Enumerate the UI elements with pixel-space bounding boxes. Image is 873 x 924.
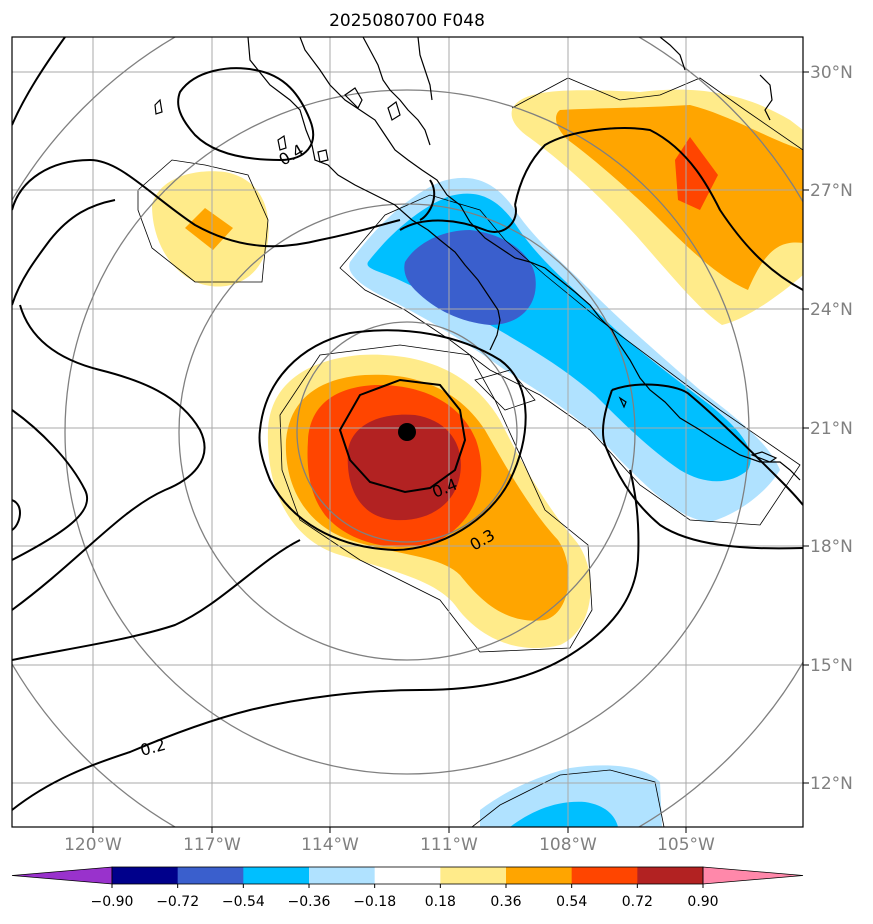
figure-title: 2025080700 F048: [329, 11, 485, 31]
colorbar-swatch: [637, 867, 704, 884]
lon-label: 111°W: [420, 835, 478, 855]
significance-outlines: [137, 77, 803, 827]
colorbar-swatch: [112, 867, 179, 884]
colorbar-tick-label: 0.72: [622, 894, 653, 910]
colorbar-swatch: [571, 867, 638, 884]
latlon-grid: [12, 37, 803, 827]
storm-center-marker: [398, 423, 416, 441]
colorbar-swatch: [309, 867, 376, 884]
lon-label: 117°W: [183, 835, 241, 855]
colorbar-extend-high: [702, 866, 804, 885]
colorbar-swatch: [440, 867, 507, 884]
range-rings: [12, 37, 803, 827]
colorbar-tick-label: −0.54: [222, 894, 265, 910]
lon-label: 114°W: [301, 835, 359, 855]
lat-label: 18°N: [810, 537, 853, 557]
colorbar-swatch: [243, 867, 310, 884]
lat-label: 12°N: [810, 774, 853, 794]
map-frame: [11, 36, 804, 828]
colorbar-swatch: [374, 867, 441, 884]
contour-lines: [12, 37, 803, 811]
lat-label: 24°N: [810, 300, 853, 320]
coastline: [154, 37, 801, 481]
colorbar-tick-label: −0.36: [288, 894, 331, 910]
lon-label: 105°W: [657, 835, 715, 855]
map-panel: 0.4 0.4 0.3 0.2: [12, 37, 803, 827]
colorbar-tick-label: 0.18: [425, 894, 456, 910]
colorbar: −0.90 −0.72 −0.54 −0.36 −0.18 0.18 0.36 0.54 0.7…: [11, 866, 804, 910]
lon-label: 120°W: [64, 835, 122, 855]
lat-label: 15°N: [810, 656, 853, 676]
longitude-labels: 120°W 117°W 114°W 111°W 108°W 105°W: [64, 827, 715, 855]
positive-shading: [152, 89, 803, 649]
colorbar-tick-label: 0.54: [556, 894, 587, 910]
lat-label: 30°N: [810, 63, 853, 83]
colorbar-tick-label: −0.72: [156, 894, 199, 910]
negative-shading: [349, 177, 780, 827]
colorbar-tick-label: −0.18: [353, 894, 396, 910]
lat-label: 27°N: [810, 181, 853, 201]
colorbar-tick-label: 0.36: [490, 894, 521, 910]
colorbar-tick-label: −0.90: [91, 894, 134, 910]
colorbar-swatch: [506, 867, 573, 884]
colorbar-tick-label: 0.90: [687, 894, 718, 910]
lat-label: 21°N: [810, 419, 853, 439]
colorbar-frame: [111, 866, 704, 885]
latitude-labels: 30°N 27°N 24°N 21°N 18°N 15°N 12°N: [803, 63, 853, 794]
colorbar-swatch: [177, 867, 244, 884]
colorbar-extend-low: [11, 866, 113, 885]
lon-label: 108°W: [539, 835, 597, 855]
